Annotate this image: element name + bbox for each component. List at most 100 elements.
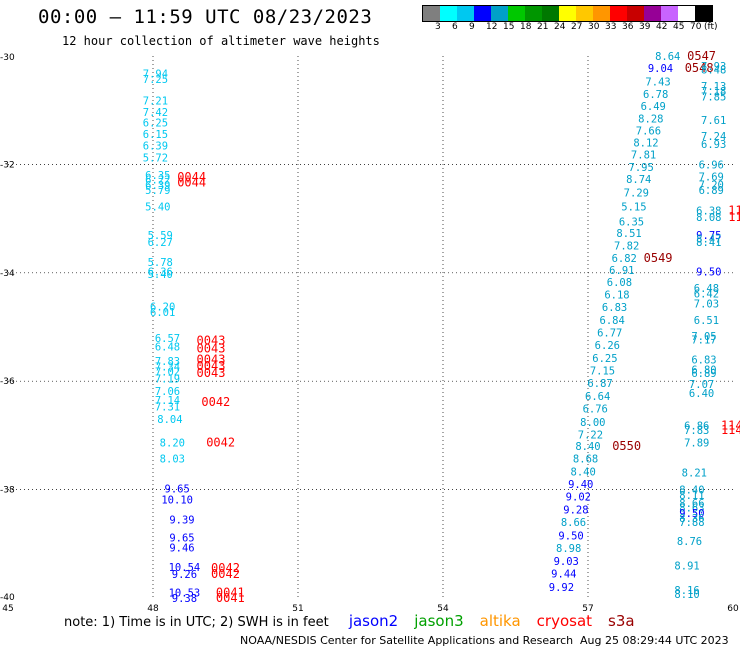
wave-height-label: 8.76 — [677, 536, 702, 548]
wave-height-label: 5.78 — [148, 257, 173, 269]
wave-height-label: 8.98 — [556, 543, 581, 555]
wave-height-label: 7.06 — [155, 386, 180, 398]
legend-tick-label: 27 — [571, 22, 583, 32]
wave-height-label: 8.21 — [682, 467, 707, 479]
wave-height-label: 7.85 — [701, 92, 726, 104]
legend-swatch — [423, 6, 440, 21]
pass-time-label: 11 — [728, 203, 740, 217]
pass-time-label: 0043 — [197, 353, 226, 367]
x-tick-label: 57 — [582, 604, 593, 614]
wave-height-label: 10.10 — [161, 494, 193, 506]
wave-height-label: 8.74 — [626, 174, 651, 186]
wave-height-label: 7.29 — [624, 188, 649, 200]
legend-tick-label: 45 — [673, 22, 685, 32]
pass-time-label: 0044 — [177, 175, 206, 189]
wave-height-label: 7.21 — [143, 95, 168, 107]
wave-height-label: 7.17 — [691, 334, 716, 346]
legend-swatch — [678, 6, 695, 21]
wave-height-label: 7.18 — [701, 86, 726, 98]
wave-height-label: 6.83 — [602, 302, 627, 314]
x-tick-label: 48 — [147, 604, 159, 614]
legend-unit-label: (ft) — [704, 22, 718, 32]
wave-height-label: 6.42 — [694, 288, 719, 300]
wave-height-label: 7.81 — [631, 150, 656, 162]
pass-time-label: 0044 — [177, 170, 206, 184]
wave-height-label: 8.47 — [696, 234, 721, 246]
y-tick-label: -34 — [0, 269, 15, 279]
wave-height-label: 7.83 — [155, 356, 180, 368]
wave-height-label: 6.91 — [609, 265, 634, 277]
wave-height-label: 6.22 — [145, 175, 170, 187]
wave-height-label: 6.18 — [604, 289, 629, 301]
wave-height-label: 7.42 — [143, 107, 168, 119]
legend-tick-label: 24 — [554, 22, 566, 32]
satellite-legend-jason3: jason3 — [414, 612, 464, 630]
wave-height-label: 6.39 — [143, 140, 168, 152]
satellite-legend-altika: altika — [479, 612, 521, 630]
wave-height-label: 5.59 — [148, 230, 173, 242]
wave-height-label: 8.66 — [679, 498, 704, 510]
satellite-legend-cryosat: cryosat — [536, 612, 593, 630]
legend-tick-label: 18 — [520, 22, 532, 32]
wave-height-label: 6.20 — [150, 301, 175, 313]
wave-height-label: 7.24 — [701, 131, 726, 143]
wave-height-label: 9.44 — [551, 569, 576, 581]
pass-time-label: 1148 — [721, 423, 740, 437]
legend-swatch — [576, 6, 593, 21]
wave-height-label: 6.83 — [691, 355, 716, 367]
legend-tick-label: 12 — [486, 22, 498, 32]
pass-time-label: 0041 — [216, 586, 245, 600]
pass-time-label: 0042 — [206, 435, 235, 449]
legend-swatch — [593, 6, 610, 21]
wave-height-label: 8.63 — [679, 502, 704, 514]
wave-height-label: 6.36 — [148, 267, 173, 279]
wave-height-label: 9.50 — [558, 531, 583, 543]
page-title: 00:00 – 11:59 UTC 08/23/2023 — [38, 6, 373, 28]
wave-height-label: 9.50 — [679, 508, 704, 520]
wave-height-points: 7.947.257.217.426.256.156.395.726.356.22… — [143, 49, 740, 605]
wave-height-label: 6.64 — [585, 391, 610, 403]
wave-height-label: 10.54 — [169, 562, 201, 574]
legend-tick-label: 9 — [469, 22, 475, 32]
wave-height-label: 7.02 — [155, 366, 180, 378]
wave-height-label: 6.48 — [694, 283, 719, 295]
pass-time-label: 0042 — [211, 567, 240, 581]
wave-height-label: 6.80 — [691, 364, 716, 376]
wave-height-label: 7.20 — [699, 179, 724, 191]
wave-height-label: 5.79 — [145, 185, 170, 197]
legend-tick-label: 70 — [690, 22, 702, 32]
wave-height-label: 8.11 — [679, 490, 704, 502]
pass-time-label: 11 — [728, 210, 740, 224]
legend-tick-label: 3 — [435, 22, 441, 32]
wave-height-label: 7.88 — [679, 517, 704, 529]
wave-height-label: 6.08 — [607, 277, 632, 289]
wave-height-label: 6.57 — [155, 333, 180, 345]
legend-swatch — [661, 6, 678, 21]
legend-swatch — [440, 6, 457, 21]
wave-height-label: 9.39 — [169, 514, 194, 526]
wave-height-label: 6.38 — [696, 205, 721, 217]
wave-height-label: 6.40 — [689, 388, 714, 400]
legend-tick-label: 30 — [588, 22, 600, 32]
wave-height-label: 9.02 — [566, 492, 591, 504]
legend-tick-label: 6 — [452, 22, 458, 32]
wave-height-label: 8.40 — [571, 467, 596, 479]
legend-swatch — [542, 6, 559, 21]
pass-time-label: 0041 — [216, 591, 245, 605]
pass-time-label: 0043 — [197, 359, 226, 373]
y-tick-label: -32 — [0, 160, 15, 170]
wave-height-label: 6.84 — [600, 315, 625, 327]
wave-height-label: 9.04 — [648, 63, 673, 75]
units-note: note: 1) Time is in UTC; 2) SWH is in fe… — [64, 615, 329, 630]
wave-height-label: 7.14 — [155, 395, 180, 407]
color-legend-bar — [422, 5, 713, 22]
wave-height-label: 7.05 — [691, 331, 716, 343]
wave-height-label: 6.49 — [641, 101, 666, 113]
y-tick-label: -36 — [0, 377, 15, 387]
satellite-legend-s3a: s3a — [608, 612, 635, 630]
wave-height-label: 8.91 — [674, 560, 699, 572]
wave-height-label: 7.22 — [578, 429, 603, 441]
legend-swatch — [610, 6, 627, 21]
wave-height-label: 8.36 — [679, 513, 704, 525]
satellite-legend-jason2: jason2 — [348, 612, 399, 630]
